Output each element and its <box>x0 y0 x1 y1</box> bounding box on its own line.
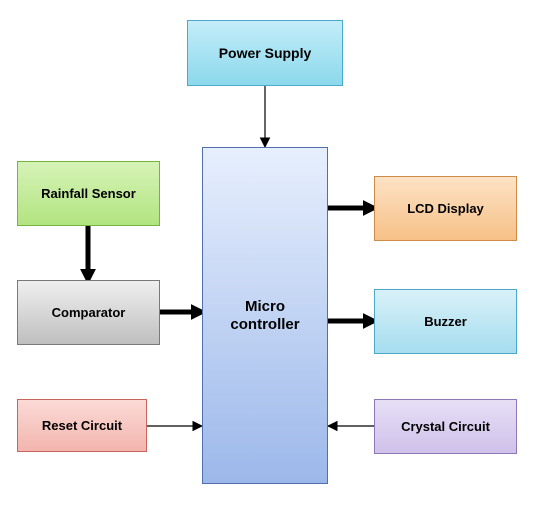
node-crystal-circuit: Crystal Circuit <box>374 399 517 454</box>
node-micro-controller: Micro controller <box>202 147 328 484</box>
node-comparator: Comparator <box>17 280 160 345</box>
node-rainfall-sensor: Rainfall Sensor <box>17 161 160 226</box>
node-lcd-display: LCD Display <box>374 176 517 241</box>
diagram-canvas: Power Supply Rainfall Sensor Comparator … <box>0 0 535 521</box>
node-label: Rainfall Sensor <box>41 186 136 202</box>
node-reset-circuit: Reset Circuit <box>17 399 147 452</box>
node-power-supply: Power Supply <box>187 20 343 86</box>
node-label: Comparator <box>52 305 126 321</box>
node-label: Power Supply <box>219 45 312 62</box>
node-label: Buzzer <box>424 314 467 330</box>
node-label: Crystal Circuit <box>401 419 490 435</box>
node-label: LCD Display <box>407 201 484 217</box>
node-label: Reset Circuit <box>42 418 122 434</box>
node-label: Micro controller <box>230 298 299 334</box>
node-buzzer: Buzzer <box>374 289 517 354</box>
